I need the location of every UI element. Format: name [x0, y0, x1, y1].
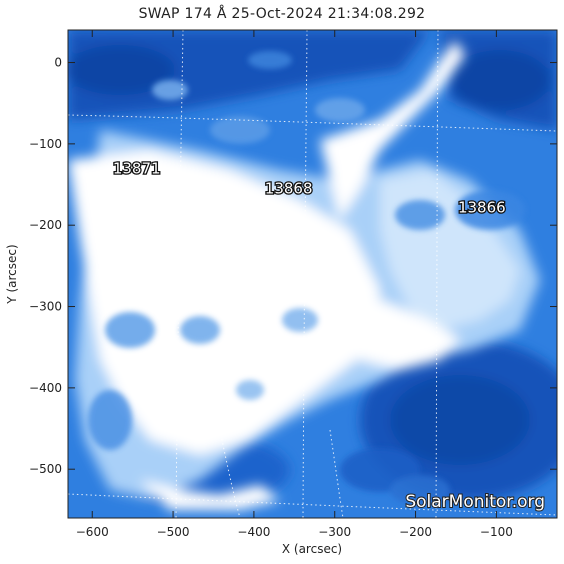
x-tick-label: −100: [480, 525, 513, 539]
y-tick-label: −500: [29, 462, 62, 476]
x-tick-label: −300: [318, 525, 351, 539]
x-tick-label: −600: [76, 525, 109, 539]
active-region-label: 13868: [265, 180, 313, 198]
y-tick-label: −100: [29, 137, 62, 151]
x-tick-label: −500: [157, 525, 190, 539]
y-tick-label: 0: [54, 56, 62, 70]
credit-watermark: SolarMonitor.org: [405, 492, 545, 512]
image-title: SWAP 174 Å 25-Oct-2024 21:34:08.292: [138, 6, 426, 22]
euv-image: [68, 30, 557, 518]
y-tick-label: −300: [29, 300, 62, 314]
x-axis-label: X (arcsec): [282, 542, 342, 556]
plot-frame: [67, 29, 558, 519]
x-tick-label: −200: [399, 525, 432, 539]
y-tick-label: −200: [29, 218, 62, 232]
x-tick-label: −400: [237, 525, 270, 539]
active-region-labels: 13871 13868 13866: [112, 158, 507, 218]
y-axis-label: Y (arcsec): [5, 244, 19, 304]
active-region-label: 13871: [113, 159, 161, 177]
x-axis: −600 −500 −400 −300 −200 −100: [76, 30, 513, 539]
y-tick-label: −400: [29, 381, 62, 395]
y-axis: 0 −100 −200 −300 −400 −500: [29, 56, 557, 476]
active-region-label: 13866: [458, 198, 506, 216]
